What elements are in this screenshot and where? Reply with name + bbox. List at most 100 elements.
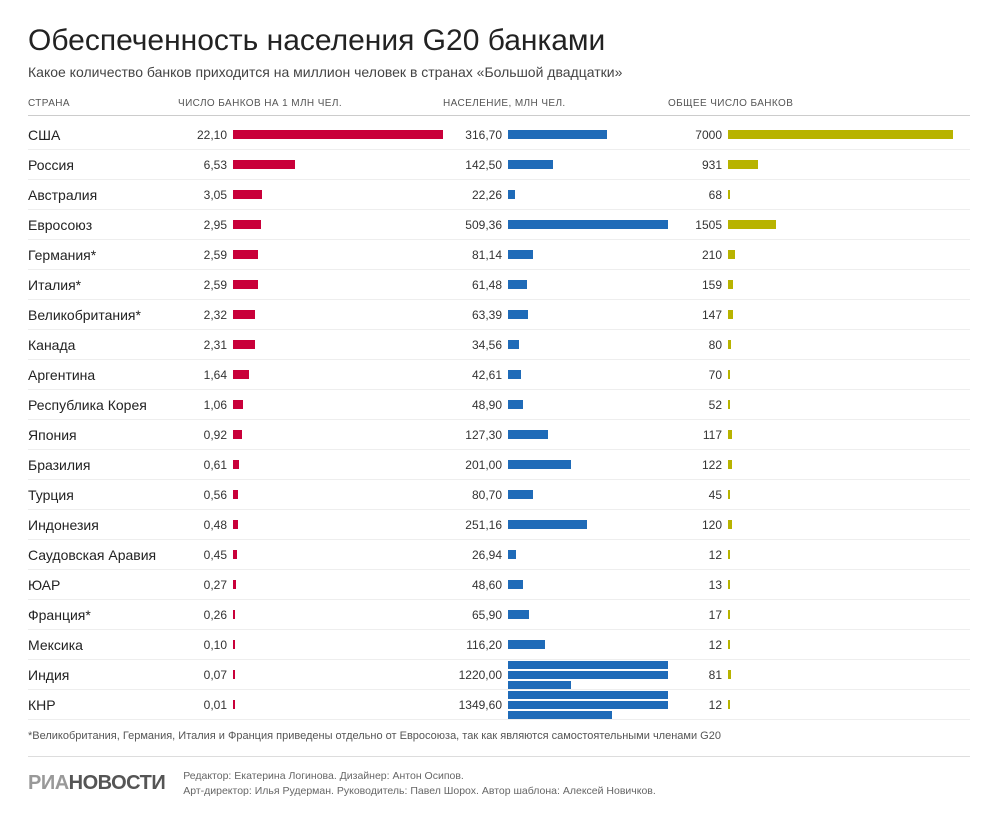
table-row: Аргентина1,6442,6170 bbox=[28, 360, 970, 390]
bar-total-banks bbox=[728, 130, 970, 139]
bar bbox=[233, 160, 295, 169]
bar-population bbox=[508, 460, 668, 469]
bar-wrap bbox=[233, 430, 443, 439]
bar-wrap bbox=[508, 370, 668, 379]
bar-wrap bbox=[233, 220, 443, 229]
bar-wrap bbox=[728, 550, 970, 559]
bar-wrap bbox=[233, 280, 443, 289]
cell-total-banks: 52 bbox=[668, 398, 728, 412]
cell-total-banks: 122 bbox=[668, 458, 728, 472]
bar bbox=[728, 370, 730, 379]
cell-population: 48,60 bbox=[443, 578, 508, 592]
bar-wrap bbox=[233, 310, 443, 319]
bar-total-banks bbox=[728, 430, 970, 439]
bar bbox=[508, 490, 533, 499]
cell-country: Франция* bbox=[28, 607, 178, 623]
cell-banks-per-m: 0,61 bbox=[178, 458, 233, 472]
bar-population bbox=[508, 400, 668, 409]
bar bbox=[728, 250, 735, 259]
bar-wrap bbox=[508, 430, 668, 439]
bar-wrap bbox=[728, 190, 970, 199]
bar-wrap bbox=[233, 250, 443, 259]
bar-population bbox=[508, 340, 668, 349]
bar-total-banks bbox=[728, 640, 970, 649]
cell-banks-per-m: 3,05 bbox=[178, 188, 233, 202]
cell-banks-per-m: 0,27 bbox=[178, 578, 233, 592]
cell-total-banks: 1505 bbox=[668, 218, 728, 232]
bar bbox=[233, 610, 235, 619]
bar-stack bbox=[508, 690, 668, 720]
cell-country: Индонезия bbox=[28, 517, 178, 533]
bar-population bbox=[508, 640, 668, 649]
bar-wrap bbox=[728, 580, 970, 589]
cell-population: 127,30 bbox=[443, 428, 508, 442]
cell-country: США bbox=[28, 127, 178, 143]
cell-population: 509,36 bbox=[443, 218, 508, 232]
table-header: СТРАНА ЧИСЛО БАНКОВ НА 1 МЛН ЧЕЛ. НАСЕЛЕ… bbox=[28, 98, 970, 116]
bar-population bbox=[508, 130, 668, 139]
cell-population: 34,56 bbox=[443, 338, 508, 352]
bar bbox=[508, 681, 571, 689]
bar-wrap bbox=[233, 460, 443, 469]
credits-line2: Арт-директор: Илья Рудерман. Руководител… bbox=[183, 784, 656, 799]
cell-population: 116,20 bbox=[443, 638, 508, 652]
bar-wrap bbox=[728, 130, 970, 139]
cell-total-banks: 81 bbox=[668, 668, 728, 682]
bar-wrap bbox=[508, 310, 668, 319]
bar bbox=[508, 400, 523, 409]
cell-banks-per-m: 0,48 bbox=[178, 518, 233, 532]
bar bbox=[508, 310, 528, 319]
bar-banks-per-m bbox=[233, 310, 443, 319]
bar bbox=[728, 190, 730, 199]
bar bbox=[233, 580, 236, 589]
bar bbox=[233, 460, 239, 469]
bar-total-banks bbox=[728, 340, 970, 349]
bar-banks-per-m bbox=[233, 130, 443, 139]
bar-total-banks bbox=[728, 490, 970, 499]
bar bbox=[728, 340, 731, 349]
cell-country: Канада bbox=[28, 337, 178, 353]
bar bbox=[728, 220, 776, 229]
cell-total-banks: 13 bbox=[668, 578, 728, 592]
bar bbox=[728, 520, 732, 529]
bar-wrap bbox=[233, 340, 443, 349]
cell-country: Индия bbox=[28, 667, 178, 683]
bar-total-banks bbox=[728, 610, 970, 619]
cell-country: Аргентина bbox=[28, 367, 178, 383]
bar-wrap bbox=[233, 670, 443, 679]
bar-banks-per-m bbox=[233, 190, 443, 199]
cell-banks-per-m: 0,07 bbox=[178, 668, 233, 682]
bar-wrap bbox=[728, 160, 970, 169]
bar bbox=[728, 310, 733, 319]
bar bbox=[728, 160, 758, 169]
bar-population bbox=[508, 280, 668, 289]
table-row: США22,10316,707000 bbox=[28, 120, 970, 150]
cell-banks-per-m: 6,53 bbox=[178, 158, 233, 172]
cell-total-banks: 117 bbox=[668, 428, 728, 442]
bar-population bbox=[508, 490, 668, 499]
cell-total-banks: 45 bbox=[668, 488, 728, 502]
bar bbox=[508, 280, 527, 289]
bar bbox=[508, 370, 521, 379]
bar-wrap bbox=[728, 640, 970, 649]
bar bbox=[508, 580, 523, 589]
bar bbox=[508, 520, 587, 529]
bar-wrap bbox=[508, 280, 668, 289]
bar bbox=[728, 640, 730, 649]
bar-population bbox=[508, 610, 668, 619]
credits: Редактор: Екатерина Логинова. Дизайнер: … bbox=[183, 769, 656, 798]
bar-wrap bbox=[508, 640, 668, 649]
logo-part2: НОВОСТИ bbox=[69, 772, 166, 794]
bar-banks-per-m bbox=[233, 580, 443, 589]
cell-population: 61,48 bbox=[443, 278, 508, 292]
bar bbox=[728, 550, 730, 559]
table-row: Австралия3,0522,2668 bbox=[28, 180, 970, 210]
bar-banks-per-m bbox=[233, 550, 443, 559]
header-total-banks: ОБЩЕЕ ЧИСЛО БАНКОВ bbox=[668, 98, 970, 109]
bar-total-banks bbox=[728, 400, 970, 409]
bar bbox=[508, 430, 548, 439]
cell-population: 26,94 bbox=[443, 548, 508, 562]
bar bbox=[233, 490, 238, 499]
bar-wrap bbox=[508, 490, 668, 499]
cell-total-banks: 68 bbox=[668, 188, 728, 202]
